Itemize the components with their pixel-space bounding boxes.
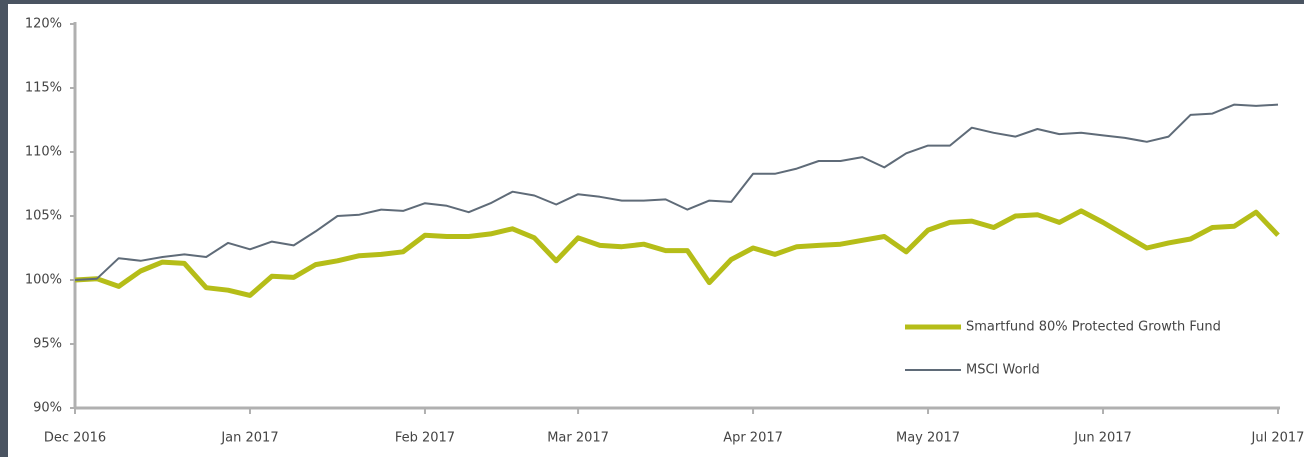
plot-background	[8, 4, 1304, 457]
x-tick-label: Jan 2017	[220, 431, 278, 446]
y-tick-label: 115%	[25, 81, 62, 96]
y-tick-label: 95%	[33, 337, 62, 352]
x-tick-label: Jun 2017	[1073, 431, 1132, 446]
x-tick-label: Feb 2017	[395, 431, 455, 446]
y-tick-label: 90%	[33, 401, 62, 416]
series-line	[74, 103, 1279, 281]
series-line	[74, 208, 1280, 298]
x-tick-label: Apr 2017	[723, 431, 783, 446]
y-tick-label: 100%	[25, 273, 62, 288]
x-tick-label: Mar 2017	[547, 431, 609, 446]
y-tick-label: 110%	[25, 145, 62, 160]
legend-label: MSCI World	[966, 363, 1040, 378]
legend-label: Smartfund 80% Protected Growth Fund	[966, 320, 1221, 335]
y-tick-label: 120%	[25, 17, 62, 32]
x-tick-label: Dec 2016	[44, 431, 106, 446]
y-tick-label: 105%	[25, 209, 62, 224]
x-tick-label: Jul 2017	[1251, 431, 1304, 446]
x-tick-label: May 2017	[896, 431, 960, 446]
